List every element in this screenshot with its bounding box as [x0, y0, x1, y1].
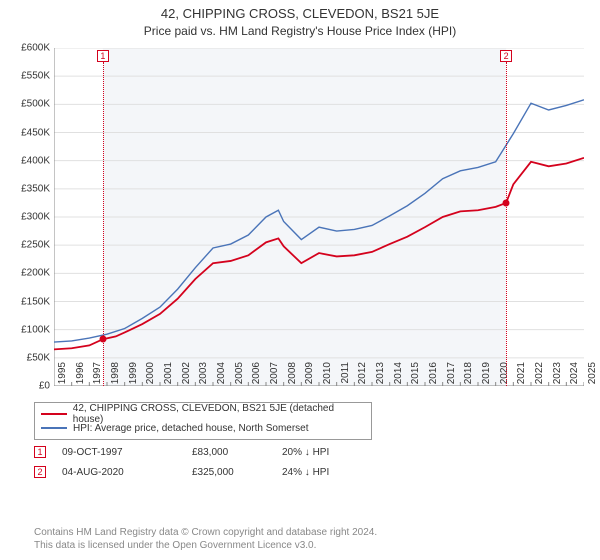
footer-line1: Contains HM Land Registry data © Crown c… [34, 526, 377, 539]
x-tick-label: 1998 [110, 362, 121, 390]
x-tick-label: 2011 [340, 362, 351, 390]
transaction-row: 1 09-OCT-1997£83,00020% ↓ HPI [34, 442, 402, 462]
transaction-price: £325,000 [192, 467, 282, 478]
x-tick-label: 2020 [499, 362, 510, 390]
y-tick-label: £200K [0, 268, 50, 279]
x-tick-label: 1999 [128, 362, 139, 390]
x-tick-label: 2010 [322, 362, 333, 390]
x-tick-label: 1995 [57, 362, 68, 390]
transaction-date: 04-AUG-2020 [62, 467, 192, 478]
transaction-price: £83,000 [192, 447, 282, 458]
x-tick-label: 2000 [145, 362, 156, 390]
legend: 42, CHIPPING CROSS, CLEVEDON, BS21 5JE (… [34, 402, 372, 440]
x-tick-label: 2022 [534, 362, 545, 390]
legend-swatch [41, 427, 67, 429]
x-tick-label: 2012 [357, 362, 368, 390]
x-tick-label: 2023 [552, 362, 563, 390]
x-tick-label: 2015 [410, 362, 421, 390]
x-tick-label: 2004 [216, 362, 227, 390]
x-tick-label: 2001 [163, 362, 174, 390]
transaction-marker-line [506, 62, 507, 386]
legend-item: 42, CHIPPING CROSS, CLEVEDON, BS21 5JE (… [41, 407, 365, 421]
chart-title: 42, CHIPPING CROSS, CLEVEDON, BS21 5JE [0, 0, 600, 21]
y-tick-label: £100K [0, 324, 50, 335]
transaction-row: 2 04-AUG-2020£325,00024% ↓ HPI [34, 462, 402, 482]
y-tick-label: £0 [0, 381, 50, 392]
x-tick-label: 2016 [428, 362, 439, 390]
x-tick-label: 2009 [304, 362, 315, 390]
x-tick-label: 2008 [287, 362, 298, 390]
x-tick-label: 2014 [393, 362, 404, 390]
x-tick-label: 2002 [181, 362, 192, 390]
y-tick-label: £450K [0, 127, 50, 138]
x-tick-label: 2005 [234, 362, 245, 390]
x-tick-label: 2007 [269, 362, 280, 390]
y-tick-label: £500K [0, 99, 50, 110]
transaction-id-badge: 2 [34, 466, 46, 478]
footer-attribution: Contains HM Land Registry data © Crown c… [34, 526, 377, 552]
y-tick-label: £350K [0, 183, 50, 194]
y-tick-label: £550K [0, 71, 50, 82]
y-tick-label: £50K [0, 352, 50, 363]
y-tick-label: £250K [0, 240, 50, 251]
legend-swatch [41, 413, 67, 415]
x-tick-label: 2018 [463, 362, 474, 390]
transaction-id-badge: 1 [34, 446, 46, 458]
chart-svg [54, 48, 584, 386]
x-tick-label: 2025 [587, 362, 598, 390]
transaction-delta: 20% ↓ HPI [282, 447, 402, 458]
y-tick-label: £600K [0, 43, 50, 54]
x-tick-label: 2013 [375, 362, 386, 390]
chart-subtitle: Price paid vs. HM Land Registry's House … [0, 21, 600, 42]
y-tick-label: £400K [0, 155, 50, 166]
transaction-marker: 2 [500, 50, 512, 62]
x-tick-label: 1996 [75, 362, 86, 390]
y-tick-label: £150K [0, 296, 50, 307]
x-tick-label: 2006 [251, 362, 262, 390]
chart-area: £0£50K£100K£150K£200K£250K£300K£350K£400… [54, 48, 584, 386]
x-tick-label: 2017 [446, 362, 457, 390]
transaction-marker-dot [99, 336, 106, 343]
x-tick-label: 1997 [92, 362, 103, 390]
transaction-marker: 1 [97, 50, 109, 62]
legend-label: HPI: Average price, detached house, Nort… [73, 423, 309, 434]
x-tick-label: 2024 [569, 362, 580, 390]
x-tick-label: 2019 [481, 362, 492, 390]
y-tick-label: £300K [0, 212, 50, 223]
transaction-delta: 24% ↓ HPI [282, 467, 402, 478]
transactions-table: 1 09-OCT-1997£83,00020% ↓ HPI 2 04-AUG-2020… [34, 442, 402, 482]
transaction-date: 09-OCT-1997 [62, 447, 192, 458]
x-tick-label: 2003 [198, 362, 209, 390]
x-tick-label: 2021 [516, 362, 527, 390]
footer-line2: This data is licensed under the Open Gov… [34, 539, 377, 552]
transaction-marker-dot [503, 199, 510, 206]
